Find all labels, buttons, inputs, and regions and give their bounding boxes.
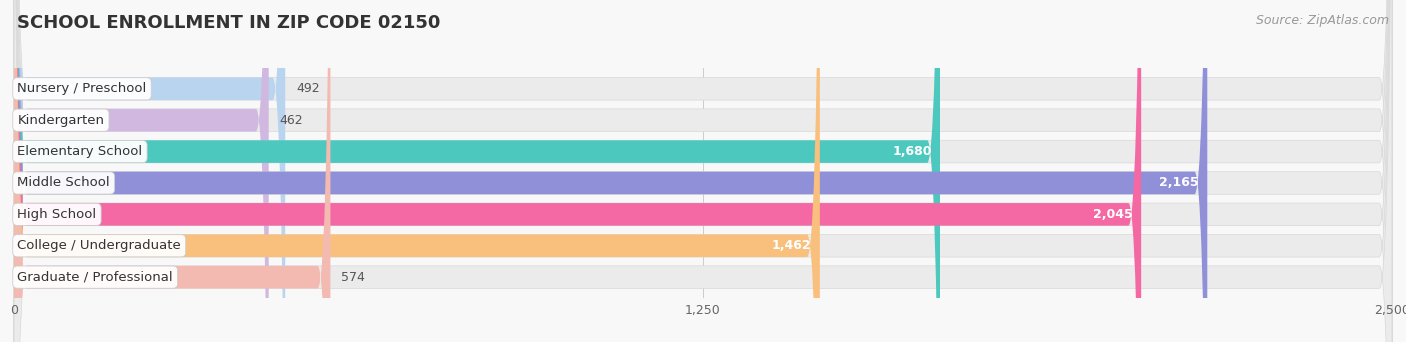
FancyBboxPatch shape <box>14 0 1392 342</box>
Text: Graduate / Professional: Graduate / Professional <box>17 271 173 284</box>
FancyBboxPatch shape <box>14 0 1208 342</box>
FancyBboxPatch shape <box>14 0 1392 342</box>
FancyBboxPatch shape <box>14 0 1392 342</box>
FancyBboxPatch shape <box>14 0 1392 342</box>
Text: College / Undergraduate: College / Undergraduate <box>17 239 181 252</box>
Text: 2,165: 2,165 <box>1160 176 1199 189</box>
Text: 492: 492 <box>297 82 321 95</box>
FancyBboxPatch shape <box>14 0 285 342</box>
Text: Elementary School: Elementary School <box>17 145 142 158</box>
FancyBboxPatch shape <box>14 0 269 342</box>
Text: 574: 574 <box>342 271 366 284</box>
Text: 2,045: 2,045 <box>1092 208 1133 221</box>
Text: Kindergarten: Kindergarten <box>17 114 104 127</box>
Text: Source: ZipAtlas.com: Source: ZipAtlas.com <box>1256 14 1389 27</box>
FancyBboxPatch shape <box>14 0 1142 342</box>
Text: 1,462: 1,462 <box>772 239 811 252</box>
FancyBboxPatch shape <box>14 0 1392 342</box>
Text: SCHOOL ENROLLMENT IN ZIP CODE 02150: SCHOOL ENROLLMENT IN ZIP CODE 02150 <box>17 14 440 32</box>
Text: High School: High School <box>17 208 97 221</box>
FancyBboxPatch shape <box>14 0 330 342</box>
FancyBboxPatch shape <box>14 0 1392 342</box>
FancyBboxPatch shape <box>14 0 820 342</box>
Text: 1,680: 1,680 <box>893 145 932 158</box>
FancyBboxPatch shape <box>14 0 941 342</box>
FancyBboxPatch shape <box>14 0 1392 342</box>
Text: 462: 462 <box>280 114 304 127</box>
Text: Middle School: Middle School <box>17 176 110 189</box>
Text: Nursery / Preschool: Nursery / Preschool <box>17 82 146 95</box>
